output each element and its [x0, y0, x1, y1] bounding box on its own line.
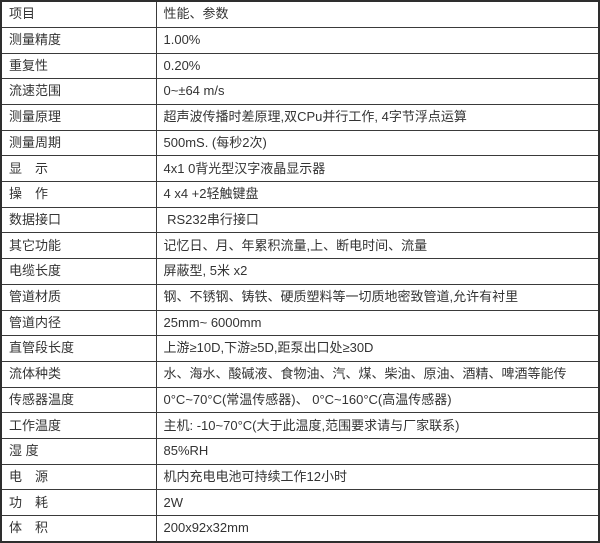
row-value: 屏蔽型, 5米 x2: [155, 258, 600, 285]
table-row: 操 作 4 x4 +2轻触键盘: [0, 181, 600, 208]
row-label: 其它功能: [0, 232, 157, 260]
table-row: 流体种类 水、海水、酸碱液、食物油、汽、煤、柴油、原油、酒精、啤酒等能传: [0, 360, 600, 388]
table-row: 电缆长度 屏蔽型, 5米 x2: [0, 258, 600, 285]
row-label: 测量精度: [0, 26, 157, 54]
table-row: 测量原理 超声波传播时差原理,双CPu并行工作, 4字节浮点运算: [0, 103, 600, 131]
table-row: 其它功能 记忆日、月、年累积流量,上、断电时间、流量: [0, 232, 600, 260]
header-value-cell: 性能、参数: [155, 0, 600, 28]
table-row: 数据接口 RS232串行接口: [0, 206, 600, 234]
row-label: 操 作: [0, 181, 157, 208]
table-row: 流速范围 0~±64 m/s: [0, 78, 600, 105]
row-label: 湿 度: [0, 438, 157, 465]
row-value: 4x1 0背光型汉字液晶显示器: [155, 155, 600, 183]
row-value: 0.20%: [155, 52, 600, 80]
row-value: RS232串行接口: [155, 206, 600, 234]
header-item-cell: 项目: [0, 0, 157, 28]
row-label: 电 源: [0, 463, 157, 491]
table-row: 湿 度 85%RH: [0, 438, 600, 465]
table-row: 功 耗 2W: [0, 489, 600, 517]
table-row: 工作温度 主机: -10~70°C(大于此温度,范围要求请与厂家联系): [0, 412, 600, 440]
row-label: 显 示: [0, 155, 157, 183]
row-label: 传感器温度: [0, 386, 157, 414]
table-row: 传感器温度 0°C~70°C(常温传感器)、 0°C~160°C(高温传感器): [0, 386, 600, 414]
row-value: 0°C~70°C(常温传感器)、 0°C~160°C(高温传感器): [155, 386, 600, 414]
row-label: 测量周期: [0, 129, 157, 157]
row-value: 2W: [155, 489, 600, 517]
row-value: 4 x4 +2轻触键盘: [155, 181, 600, 208]
row-value: 1.00%: [155, 26, 600, 54]
table-row: 体 积 200x92x32mm: [0, 515, 600, 543]
row-value: 钢、不锈钢、铸铁、硬质塑料等一切质地密致管道,允许有衬里: [155, 283, 600, 311]
table-row: 管道内径 25mm~ 6000mm: [0, 309, 600, 337]
row-label: 测量原理: [0, 103, 157, 131]
row-value: 0~±64 m/s: [155, 78, 600, 105]
row-label: 数据接口: [0, 206, 157, 234]
table-row: 测量精度 1.00%: [0, 26, 600, 54]
row-label: 体 积: [0, 515, 157, 543]
row-value: 记忆日、月、年累积流量,上、断电时间、流量: [155, 232, 600, 260]
row-label: 工作温度: [0, 412, 157, 440]
row-label: 直管段长度: [0, 335, 157, 362]
row-value: 机内充电电池可持续工作12小时: [155, 463, 600, 491]
row-value: 200x92x32mm: [155, 515, 600, 543]
row-value: 25mm~ 6000mm: [155, 309, 600, 337]
row-value: 500mS. (每秒2次): [155, 129, 600, 157]
row-value: 85%RH: [155, 438, 600, 465]
row-value: 超声波传播时差原理,双CPu并行工作, 4字节浮点运算: [155, 103, 600, 131]
table-row: 电 源 机内充电电池可持续工作12小时: [0, 463, 600, 491]
table-row: 测量周期 500mS. (每秒2次): [0, 129, 600, 157]
row-label: 流速范围: [0, 78, 157, 105]
row-label: 电缆长度: [0, 258, 157, 285]
table-row: 直管段长度 上游≥10D,下游≥5D,距泵出口处≥30D: [0, 335, 600, 362]
table-row: 显 示 4x1 0背光型汉字液晶显示器: [0, 155, 600, 183]
table-row: 重复性 0.20%: [0, 52, 600, 80]
table-row: 管道材质 钢、不锈钢、铸铁、硬质塑料等一切质地密致管道,允许有衬里: [0, 283, 600, 311]
row-value: 主机: -10~70°C(大于此温度,范围要求请与厂家联系): [155, 412, 600, 440]
row-label: 功 耗: [0, 489, 157, 517]
row-label: 流体种类: [0, 360, 157, 388]
row-label: 管道材质: [0, 283, 157, 311]
row-value: 水、海水、酸碱液、食物油、汽、煤、柴油、原油、酒精、啤酒等能传: [155, 360, 600, 388]
row-value: 上游≥10D,下游≥5D,距泵出口处≥30D: [155, 335, 600, 362]
row-label: 管道内径: [0, 309, 157, 337]
table-header-row: 项目 性能、参数: [0, 0, 600, 28]
row-label: 重复性: [0, 52, 157, 80]
